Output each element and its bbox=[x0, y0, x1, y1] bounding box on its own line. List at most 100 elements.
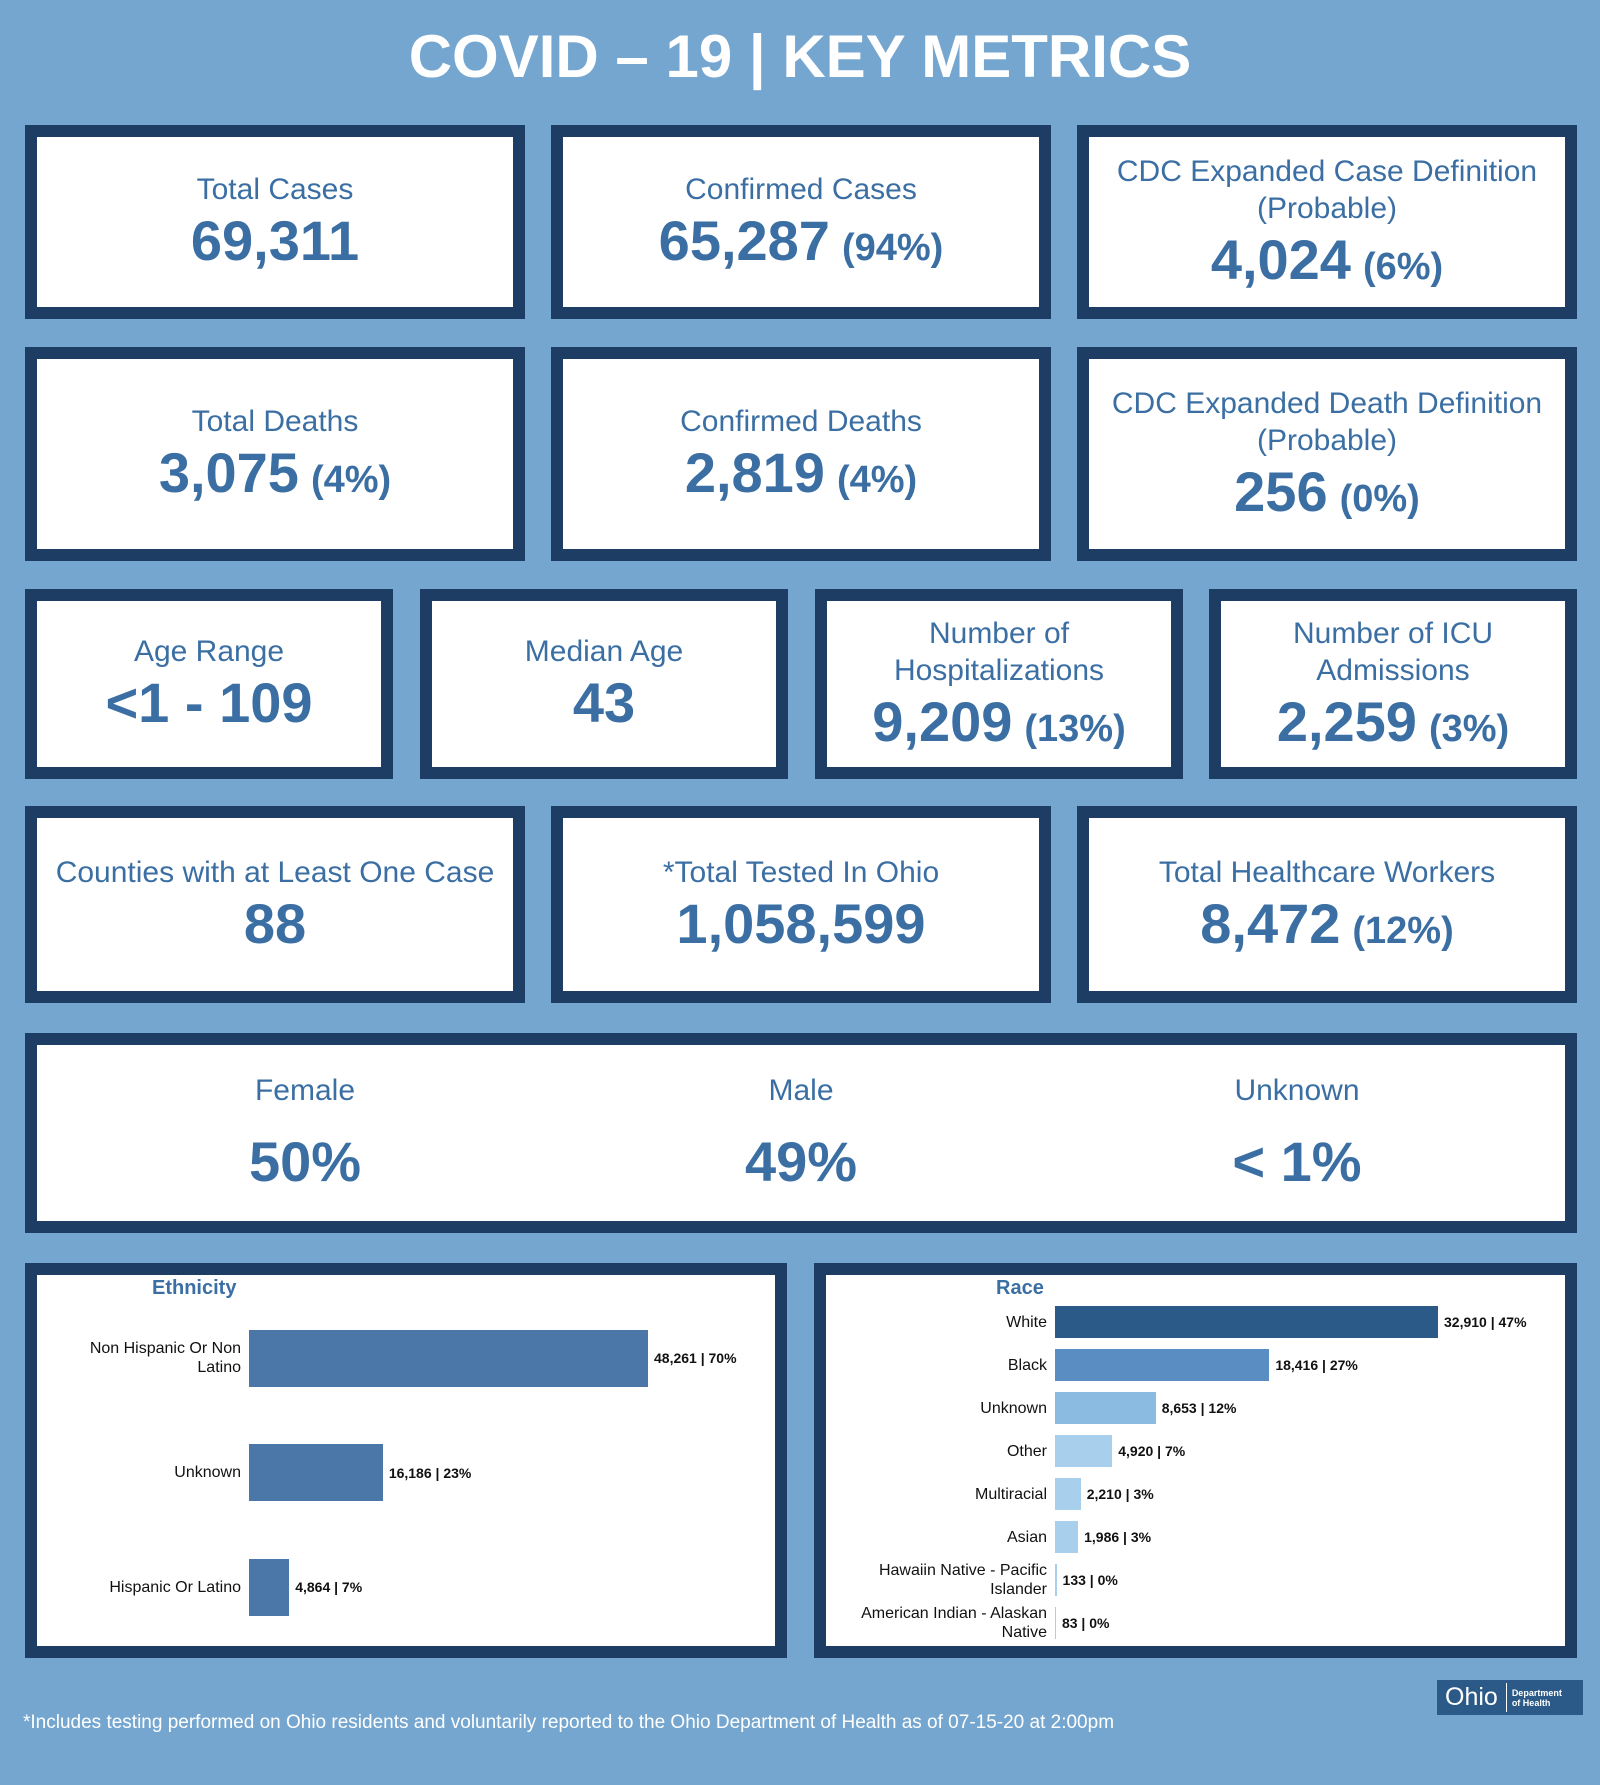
metric-value: 1,058,599 bbox=[676, 891, 926, 955]
metric-card: CDC Expanded Death Definition (Probable)… bbox=[1077, 347, 1577, 561]
chart-panel: Ethnicity Non Hispanic Or Non Latino 48,26… bbox=[25, 1263, 787, 1658]
bar bbox=[1055, 1607, 1056, 1639]
metric-value-line: 4,024 (6%) bbox=[1211, 227, 1443, 292]
value-label: 4,920 | 7% bbox=[1118, 1443, 1186, 1459]
sex-column: Female 50% bbox=[57, 1072, 553, 1194]
metric-card: CDC Expanded Case Definition (Probable) 4… bbox=[1077, 125, 1577, 319]
metric-label: Number of Hospitalizations bbox=[893, 616, 1105, 687]
bar bbox=[1055, 1478, 1081, 1510]
bar bbox=[1055, 1306, 1438, 1338]
value-label: 2,210 | 3% bbox=[1086, 1486, 1154, 1502]
sex-value: 49% bbox=[744, 1130, 858, 1193]
metric-percent: (6%) bbox=[1362, 245, 1444, 288]
metric-card: Confirmed Deaths 2,819 (4%) bbox=[551, 347, 1051, 561]
bar bbox=[249, 1444, 383, 1501]
metric-card: Counties with at Least One Case 88 bbox=[25, 806, 525, 1003]
category-label: Other bbox=[1006, 1442, 1047, 1460]
metric-percent: (4%) bbox=[310, 459, 392, 501]
metric-value-line: 3,075 (4%) bbox=[159, 440, 391, 505]
value-label: 8,653 | 12% bbox=[1161, 1400, 1237, 1416]
bar bbox=[1055, 1521, 1079, 1553]
metric-label: Number of ICU Admissions bbox=[1292, 616, 1494, 687]
metric-label: Total Cases bbox=[196, 173, 354, 206]
metric-value-line: <1 - 109 bbox=[105, 670, 312, 735]
bar bbox=[1055, 1564, 1057, 1596]
metric-label: Median Age bbox=[524, 635, 684, 668]
metric-value-line: 8,472 (12%) bbox=[1200, 891, 1454, 956]
metric-percent: (12%) bbox=[1352, 909, 1454, 952]
logo-name: Ohio bbox=[1437, 1683, 1507, 1712]
metric-value: 88 bbox=[243, 891, 307, 955]
page-title: COVID – 19 | KEY METRICS bbox=[408, 23, 1192, 90]
metric-value: 2,259 bbox=[1276, 689, 1417, 753]
sex-value: 50% bbox=[248, 1130, 362, 1193]
metric-label: *Total Tested In Ohio bbox=[662, 855, 940, 889]
footnote: *Includes testing performed on Ohio resi… bbox=[23, 1712, 1115, 1733]
sex-value: < 1% bbox=[1232, 1130, 1362, 1193]
metric-card: Confirmed Cases 65,287 (94%) bbox=[551, 125, 1051, 319]
metric-card: *Total Tested In Ohio 1,058,599 bbox=[551, 806, 1051, 1003]
metric-percent: (3%) bbox=[1428, 707, 1510, 750]
metric-value-line: 2,259 (3%) bbox=[1277, 689, 1509, 754]
metric-value: 8,472 bbox=[1200, 891, 1341, 955]
chart-panel: Race White 32,910 | 47% Black 18,416 | 27% Un… bbox=[814, 1263, 1577, 1658]
value-label: 83 | 0% bbox=[1061, 1615, 1110, 1631]
category-label: Multiracial bbox=[974, 1485, 1047, 1503]
value-label: 32,910 | 47% bbox=[1444, 1314, 1527, 1330]
metric-label: Counties with at Least One Case bbox=[55, 855, 495, 889]
category-label: Black bbox=[1007, 1356, 1047, 1374]
bar bbox=[249, 1329, 648, 1387]
category-label: White bbox=[1006, 1313, 1047, 1331]
bar bbox=[1055, 1435, 1113, 1467]
metric-card: Age Range <1 - 109 bbox=[25, 589, 393, 779]
metric-card: Total Deaths 3,075 (4%) bbox=[25, 347, 525, 561]
metric-label: Total Deaths bbox=[191, 405, 359, 438]
category-label: Hawaiin Native - Pacific Islander bbox=[878, 1562, 1047, 1598]
metric-value-line: 65,287 (94%) bbox=[659, 208, 944, 273]
metric-percent: (13%) bbox=[1024, 707, 1126, 750]
metric-value: <1 - 109 bbox=[105, 671, 313, 734]
logo-subtitle: Department of Health bbox=[1511, 1687, 1562, 1708]
bar bbox=[1055, 1392, 1156, 1424]
metric-value-line: 1,058,599 bbox=[676, 891, 925, 956]
category-label: Unknown bbox=[980, 1399, 1047, 1417]
value-label: 48,261 | 70% bbox=[654, 1350, 737, 1366]
metric-value: 65,287 bbox=[658, 209, 830, 272]
metric-label: Age Range bbox=[133, 635, 285, 668]
metric-card: Total Cases 69,311 bbox=[25, 125, 525, 319]
metric-value: 9,209 bbox=[872, 689, 1013, 753]
chart-title: Ethnicity bbox=[152, 1277, 237, 1299]
chart-title: Race bbox=[996, 1277, 1044, 1299]
category-label: Asian bbox=[1006, 1528, 1047, 1546]
metric-label: Total Healthcare Workers bbox=[1158, 855, 1496, 889]
metric-value: 256 bbox=[1234, 459, 1328, 523]
metric-card: Total Healthcare Workers 8,472 (12%) bbox=[1077, 806, 1577, 1003]
metric-percent: (4%) bbox=[836, 459, 918, 501]
sex-card: Female 50% Male 49% Unknown < 1% bbox=[25, 1033, 1577, 1233]
metric-value-line: 2,819 (4%) bbox=[685, 440, 917, 505]
metric-value-line: 9,209 (13%) bbox=[872, 689, 1126, 754]
category-label: Unknown bbox=[174, 1464, 241, 1481]
metric-value: 4,024 bbox=[1210, 227, 1351, 291]
metric-value: 69,311 bbox=[190, 209, 360, 272]
value-label: 4,864 | 7% bbox=[295, 1579, 363, 1595]
metric-percent: (0%) bbox=[1339, 477, 1420, 520]
sex-label: Female bbox=[254, 1074, 356, 1107]
metric-value: 43 bbox=[572, 671, 636, 734]
metric-value-line: 256 (0%) bbox=[1234, 459, 1420, 524]
metric-percent: (94%) bbox=[841, 227, 944, 269]
metric-label: CDC Expanded Death Definition (Probable) bbox=[1111, 386, 1543, 457]
metric-label: CDC Expanded Case Definition (Probable) bbox=[1116, 154, 1538, 225]
metric-value: 2,819 bbox=[684, 441, 825, 504]
metric-label: Confirmed Cases bbox=[685, 173, 917, 206]
bar bbox=[249, 1558, 290, 1616]
metric-label: Confirmed Deaths bbox=[680, 405, 922, 438]
metric-card: Median Age 43 bbox=[420, 589, 788, 779]
value-label: 133 | 0% bbox=[1062, 1572, 1118, 1588]
sex-label: Unknown bbox=[1234, 1074, 1360, 1107]
value-label: 16,186 | 23% bbox=[388, 1464, 472, 1481]
category-label: Non Hispanic Or Non Latino bbox=[89, 1340, 241, 1376]
metric-value-line: 43 bbox=[573, 670, 635, 735]
category-label: Hispanic Or Latino bbox=[109, 1578, 241, 1596]
